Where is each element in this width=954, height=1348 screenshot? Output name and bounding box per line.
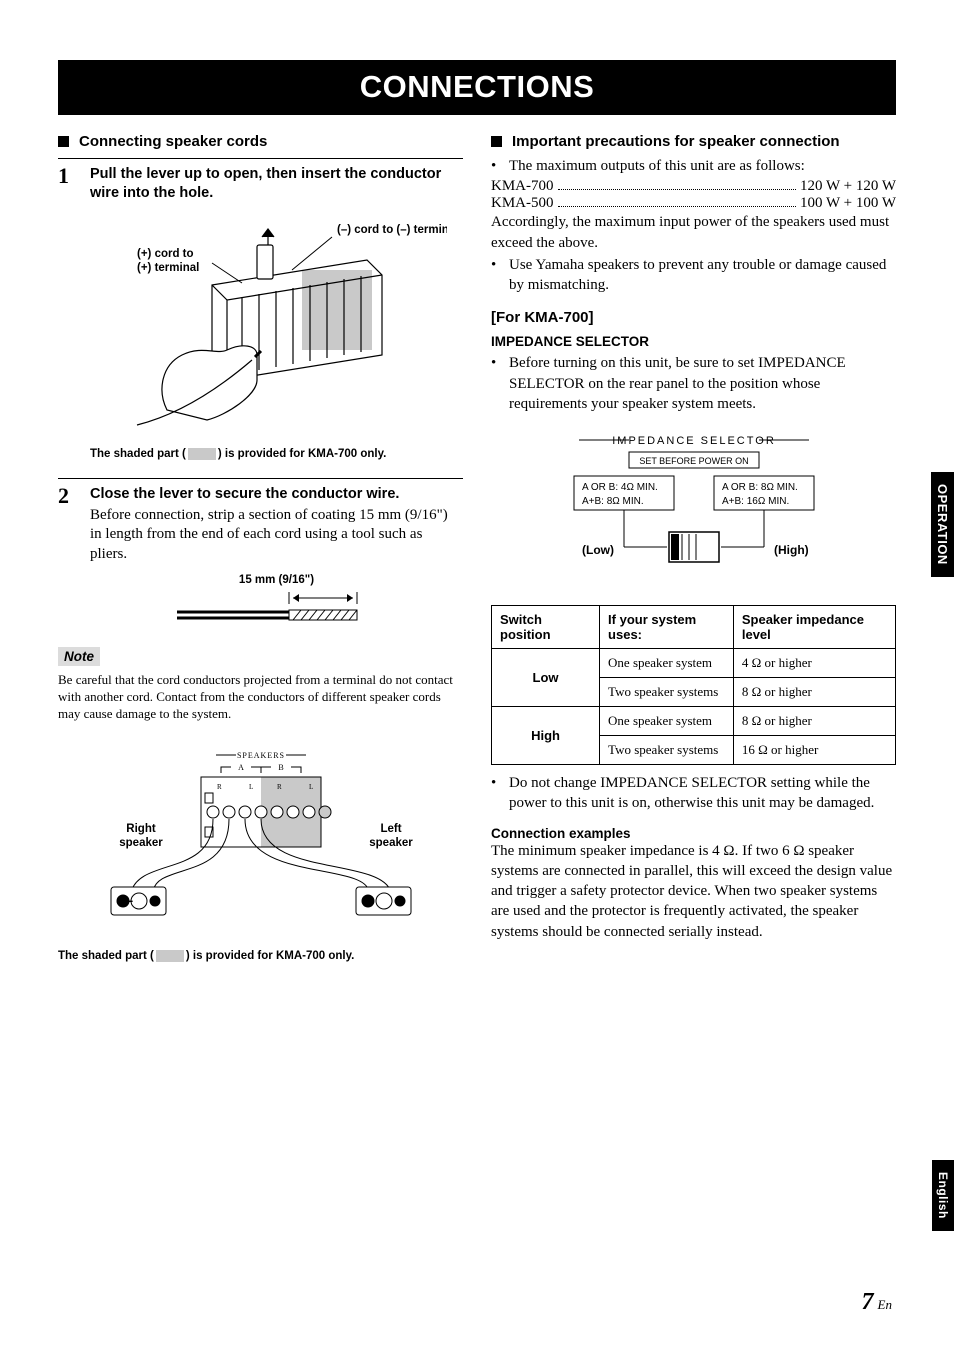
step-1-num: 1 (58, 165, 76, 460)
left-speaker-label-2: speaker (369, 837, 413, 849)
svg-text:L: L (309, 783, 313, 791)
left-sec-heading: Connecting speaker cords (58, 133, 463, 150)
impedance-heading: IMPEDANCE SELECTOR (491, 334, 896, 349)
step-1-diagram: (–) cord to (–) terminal (+) cord to (+)… (90, 215, 463, 440)
imp-set-before: SET BEFORE POWER ON (639, 456, 748, 466)
td-lvl: 8 Ω or higher (733, 707, 895, 736)
page-num-big: 7 (862, 1289, 874, 1315)
divider (58, 478, 463, 479)
left-speaker-label-1: Left (380, 823, 401, 835)
step-2-title: Close the lever to secure the conductor … (90, 485, 463, 504)
page-title-bar: CONNECTIONS (58, 60, 896, 115)
bullet-max-outputs-text: The maximum outputs of this unit are as … (509, 156, 805, 176)
shaded-swatch-icon (156, 950, 184, 962)
svg-text:L: L (249, 783, 253, 791)
row-kma700: KMA-700 120 W + 120 W (491, 178, 896, 195)
bullet-yamaha: • Use Yamaha speakers to prevent any tro… (491, 255, 896, 296)
svg-text:B: B (278, 763, 283, 772)
right-sec-heading-text: Important precautions for speaker connec… (512, 133, 896, 150)
side-tab-operation: OPERATION (931, 472, 954, 577)
svg-text:−: − (365, 897, 370, 906)
td-lvl: 8 Ω or higher (733, 678, 895, 707)
row-kma500: KMA-500 100 W + 100 W (491, 195, 896, 212)
imp-left1: A OR B: 4Ω MIN. (582, 482, 658, 493)
columns: Connecting speaker cords 1 Pull the leve… (58, 133, 896, 962)
shaded-note-b2: ) is provided for KMA-700 only. (186, 950, 354, 962)
bullet-do-not-change: • Do not change IMPEDANCE SELECTOR setti… (491, 773, 896, 814)
th-switch: Switch position (492, 606, 600, 649)
callout-pos2: (+) terminal (137, 262, 199, 274)
right-speaker-label-2: speaker (119, 837, 163, 849)
diagram2-shaded-note: The shaded part ( ) is provided for KMA-7… (58, 950, 463, 962)
td-pos-high: High (492, 707, 600, 765)
square-bullet-icon (58, 136, 69, 147)
row-kma700-r: 120 W + 120 W (800, 178, 896, 195)
row-kma700-l: KMA-700 (491, 178, 554, 195)
step-2: 2 Close the lever to secure the conducto… (58, 485, 463, 637)
note-label: Note (58, 647, 100, 666)
bullet-impedance-text: Before turning on this unit, be sure to … (509, 353, 896, 414)
td-uses: Two speaker systems (600, 678, 734, 707)
page-number: 7 En (862, 1289, 892, 1316)
td-uses: One speaker system (600, 649, 734, 678)
after-rows: Accordingly, the maximum input power of … (491, 212, 896, 253)
svg-text:R: R (217, 783, 222, 791)
impedance-table: Switch position If your system uses: Spe… (491, 605, 896, 765)
impedance-selector-diagram: IMPEDANCE SELECTOR SET BEFORE POWER ON A… (491, 426, 896, 591)
divider (58, 158, 463, 159)
right-sec-heading: Important precautions for speaker connec… (491, 133, 896, 150)
shaded-note-b: ) is provided for KMA-700 only. (218, 448, 386, 460)
speakers-small-label: SPEAKERS (236, 751, 284, 760)
conn-ex-text: The minimum speaker impedance is 4 Ω. If… (491, 841, 896, 942)
td-uses: Two speaker systems (600, 736, 734, 765)
note-text: Be careful that the cord conductors proj… (58, 672, 463, 723)
speakers-diagram: Right speaker Left speaker SPEAKERS A B (58, 737, 463, 942)
conn-ex-heading: Connection examples (491, 826, 896, 841)
th-level: Speaker impedance level (733, 606, 895, 649)
imp-right2: A+B: 16Ω MIN. (722, 496, 789, 507)
bullet-yamaha-text: Use Yamaha speakers to prevent any troub… (509, 255, 896, 296)
callout-pos1: (+) cord to (137, 248, 194, 260)
row-kma500-r: 100 W + 100 W (800, 195, 896, 212)
step-2-text: Before connection, strip a section of co… (90, 506, 463, 565)
imp-right1: A OR B: 8Ω MIN. (722, 482, 798, 493)
right-speaker-label-1: Right (126, 823, 156, 835)
td-uses: One speaker system (600, 707, 734, 736)
note-block: Note Be careful that the cord conductors… (58, 637, 463, 723)
square-bullet-icon (491, 136, 502, 147)
svg-text:A: A (238, 763, 244, 772)
td-lvl: 16 Ω or higher (733, 736, 895, 765)
right-column: Important precautions for speaker connec… (491, 133, 896, 962)
imp-title: IMPEDANCE SELECTOR (612, 435, 776, 447)
shaded-note-a2: The shaded part ( (58, 950, 154, 962)
page-num-lang: En (878, 1297, 892, 1312)
step-1: 1 Pull the lever up to open, then insert… (58, 165, 463, 460)
svg-text:−: − (128, 897, 133, 906)
svg-text:+: + (152, 897, 157, 906)
left-sec-heading-text: Connecting speaker cords (79, 133, 463, 150)
strip-label: 15 mm (9/16") (90, 574, 463, 586)
bullet-do-not-change-text: Do not change IMPEDANCE SELECTOR setting… (509, 773, 896, 814)
shaded-note-a: The shaded part ( (90, 448, 186, 460)
svg-text:+: + (397, 897, 402, 906)
imp-high: (High) (774, 543, 809, 557)
step1-shaded-note: The shaded part ( ) is provided for KMA-7… (90, 448, 463, 460)
strip-diagram: 15 mm (9/16") (90, 574, 463, 629)
svg-text:R: R (277, 783, 282, 791)
step-1-title: Pull the lever up to open, then insert t… (90, 165, 463, 203)
td-pos-low: Low (492, 649, 600, 707)
row-kma500-l: KMA-500 (491, 195, 554, 212)
th-uses: If your system uses: (600, 606, 734, 649)
side-tab-english: English (932, 1160, 954, 1231)
shaded-swatch-icon (188, 448, 216, 460)
step-2-num: 2 (58, 485, 76, 637)
bullet-max-outputs: • The maximum outputs of this unit are a… (491, 156, 896, 176)
callout-neg: (–) cord to (–) terminal (337, 224, 447, 236)
td-lvl: 4 Ω or higher (733, 649, 895, 678)
bullet-impedance: • Before turning on this unit, be sure t… (491, 353, 896, 414)
kma700-heading: [For KMA-700] (491, 309, 896, 326)
left-column: Connecting speaker cords 1 Pull the leve… (58, 133, 463, 962)
imp-left2: A+B: 8Ω MIN. (582, 496, 644, 507)
imp-low: (Low) (582, 543, 614, 557)
